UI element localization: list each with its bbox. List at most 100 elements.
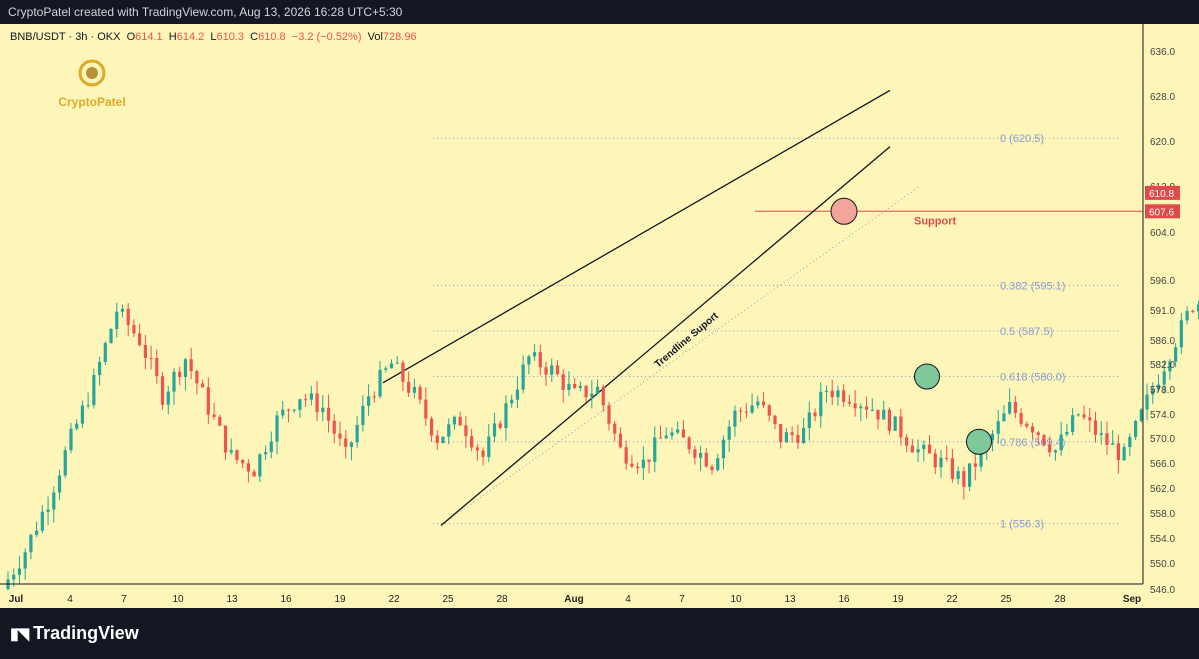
x-tick-label: 19 [892,594,904,605]
candle-body [281,409,285,416]
candle-body [613,423,617,434]
candle-body [573,383,577,388]
candle-body [1036,432,1040,436]
candle-body [664,435,668,439]
y-tick-label: 558.0 [1150,509,1175,520]
candle-body [945,457,949,459]
candle-body [1002,413,1006,422]
candle-body [584,385,588,398]
candle-body [389,363,394,369]
chart-panel[interactable]: 0 (620.5) 0.382 (595.1) 0.5 (587.5) 0.618 (… [0,24,1199,608]
candle-body [830,390,834,398]
markers [830,197,992,455]
y-tick-label: 554.0 [1150,534,1175,545]
candle-body [1093,420,1098,435]
x-tick-label: 22 [388,594,400,605]
candle-body [201,383,205,388]
candle-body [384,368,388,370]
candle-body [802,428,806,443]
y-tick-label: 574.0 [1150,410,1175,421]
candle-body [842,390,846,402]
candle-body [1179,320,1183,348]
candle-body [532,352,537,357]
candle-body [864,406,869,410]
y-tick-label: 620.0 [1150,137,1175,148]
candle-body [716,458,720,471]
candle-body [1030,426,1035,433]
candle-body [750,405,754,413]
candle-body [126,308,130,326]
candle-body [681,429,686,438]
y-tick-label: 596.0 [1150,276,1175,287]
y-tick-label: 566.0 [1150,459,1175,470]
candle-body [939,457,943,468]
candle-body [521,364,525,390]
candle-body [670,432,674,436]
candle-body [876,409,880,420]
candle-body [819,391,823,417]
cryptopatel-logo: CryptoPatel [52,58,132,109]
candle-body [17,568,22,575]
candle-body [452,416,457,425]
candle-body [441,436,445,443]
sell-zone-marker [830,197,858,225]
candle-body [138,333,142,346]
trendline-upper [382,89,891,384]
candle-body [366,396,371,406]
credit-text: CryptoPatel created with TradingView.com… [8,5,403,19]
axes: 546.0 550.0 554.0 558.0 562.0 566.0 570.0 574.0… [0,24,1180,605]
fib-label: 1 (556.3) [1000,519,1044,531]
candle-body [739,410,743,412]
low-label: L [210,31,217,43]
y-tick-label: 636.0 [1150,47,1175,58]
candle-body [1076,414,1080,416]
price-chart[interactable]: 0 (620.5) 0.382 (595.1) 0.5 (587.5) 0.618 (… [0,24,1199,608]
candle-body [630,463,634,467]
candle-body [401,362,405,382]
candle-body [996,421,1000,434]
x-tick-label: 16 [280,594,292,605]
candle-body [1071,415,1075,432]
candle-body [590,393,594,398]
candle-body [1013,402,1017,414]
brand-name: TradingView [33,623,139,643]
candle-body [653,437,657,462]
candle-body [853,403,857,409]
candle-body [166,391,170,405]
candle-body [475,447,479,451]
candle-body [922,444,926,450]
y-tick-label: 628.0 [1150,92,1175,103]
candle-body [1162,371,1166,385]
trendline-label: Trendline Suport [653,310,721,370]
fib-label: 0.618 (580.0) [1000,372,1065,384]
candle-body [893,416,897,431]
candle-body [698,452,703,458]
candle-body [263,452,268,455]
candle-body [618,433,623,448]
candle-body [967,463,972,487]
candle-body [887,409,892,431]
candle-body [178,371,182,377]
candle-body [286,409,291,411]
candle-body [1185,310,1189,321]
target-marker [966,428,992,455]
candle-body [378,369,382,397]
x-tick-label: 25 [442,594,454,605]
candle-body [624,447,628,464]
trendline-lower [440,146,891,526]
x-tick-label: 19 [334,594,346,605]
candle-body [910,445,914,453]
candle-body [458,416,462,426]
candle-body [990,433,995,441]
x-tick-label: 25 [1000,594,1012,605]
open-label: O [126,31,136,43]
candle-body [687,437,691,450]
candle-body [235,450,239,460]
candle-body [407,381,411,393]
candle-body [80,405,85,424]
candle-body [241,459,245,464]
candle-body [950,458,955,479]
candle-body [344,438,348,447]
candle-body [1151,389,1155,395]
tradingview-logo[interactable]: ▮◥ TradingView [10,623,139,644]
